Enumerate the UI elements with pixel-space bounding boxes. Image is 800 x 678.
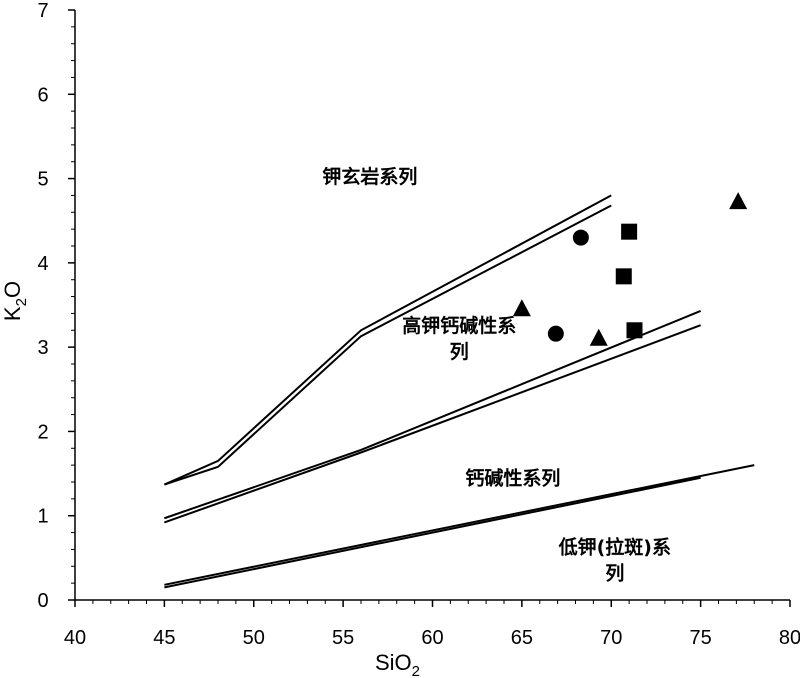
data-points (512, 192, 748, 346)
field-label-line: 列 (605, 563, 624, 585)
y-tick-label: 3 (37, 337, 48, 359)
square-point (615, 268, 632, 285)
field-label: 钙碱性系列 (465, 467, 560, 490)
field-label: 钾玄岩系列 (322, 165, 417, 188)
field-label: 低钾(拉斑)系列 (558, 536, 671, 585)
y-tick-label: 4 (37, 253, 48, 275)
series-boundary-line (164, 204, 612, 486)
y-tick-label: 2 (37, 421, 48, 443)
triangle-point (589, 328, 608, 346)
field-label: 高钾钙碱性系列 (402, 314, 516, 363)
boundary-lines (163, 194, 755, 589)
y-tick-label: 0 (37, 590, 48, 612)
field-label-line: 钾玄岩系列 (322, 165, 417, 188)
triangle-point (729, 192, 748, 210)
field-label-line: 高钾钙碱性系 (402, 314, 516, 337)
x-axis-title-main: SiO (375, 650, 412, 675)
x-tick-label: 50 (243, 627, 265, 649)
circle-point (547, 325, 564, 342)
series-boundary-line (164, 324, 701, 524)
x-axis-title-sub: 2 (412, 663, 420, 678)
y-axis-title-tail: O (0, 281, 25, 298)
y-axis-title-sub: 2 (13, 298, 30, 306)
square-point (621, 223, 638, 240)
field-label-line: 列 (450, 341, 469, 363)
x-tick-label: 40 (64, 627, 86, 649)
triangle-point (512, 299, 531, 317)
y-tick-label: 7 (37, 0, 48, 22)
series-boundary-line (164, 476, 701, 589)
ticks (68, 9, 791, 607)
series-boundary-line (164, 464, 755, 586)
y-axis-title: K2O (0, 281, 30, 321)
x-tick-label: 80 (779, 627, 800, 649)
circle-point (572, 229, 589, 246)
y-tick-label: 5 (37, 169, 48, 191)
x-tick-label: 45 (153, 627, 175, 649)
x-tick-label: 75 (690, 627, 712, 649)
x-tick-label: 70 (600, 627, 622, 649)
y-tick-label: 6 (37, 84, 48, 106)
x-tick-label: 60 (421, 627, 443, 649)
y-tick-label: 1 (37, 506, 48, 528)
y-axis-title-main: K (0, 306, 25, 321)
field-label-line: 钙碱性系列 (465, 467, 560, 490)
square-point (626, 322, 643, 339)
series-boundary-line (164, 309, 702, 520)
series-boundary-line (163, 194, 612, 486)
x-tick-label: 55 (332, 627, 354, 649)
field-label-line: 低钾(拉斑)系 (558, 536, 671, 559)
x-axis-title: SiO2 (375, 650, 420, 678)
x-tick-label: 65 (511, 627, 533, 649)
